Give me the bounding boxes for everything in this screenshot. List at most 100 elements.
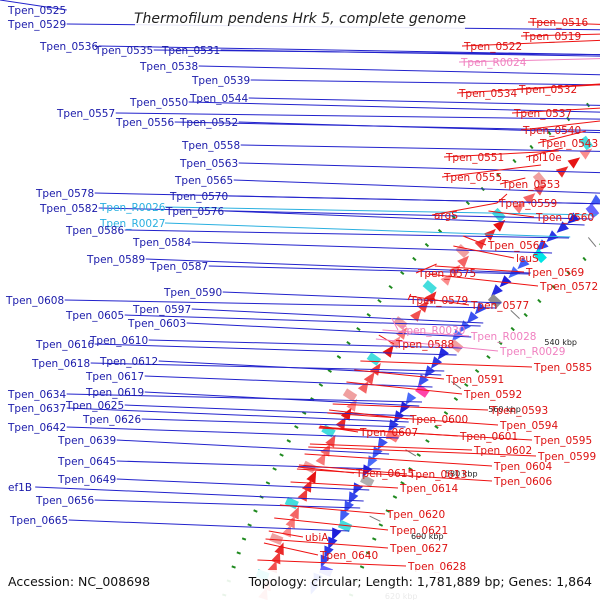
- leader-line: [511, 107, 600, 114]
- leader-line: [144, 375, 433, 388]
- leader-line: [257, 559, 407, 567]
- gene-label: Tpen_0616: [35, 339, 94, 351]
- reverse-feature-arrow: [306, 470, 317, 484]
- gene-label: Tpen_0615: [355, 468, 414, 480]
- gene-label: Tpen_0599: [537, 451, 596, 463]
- leader-line: [360, 360, 533, 368]
- gene-label: Tpen_0572: [539, 281, 598, 293]
- forward-feature-arrow: [417, 374, 429, 387]
- gene-label: Tpen_0589: [86, 254, 145, 266]
- reverse-feature-arrow: [320, 443, 331, 457]
- reverse-feature-box: [579, 135, 593, 151]
- gene-label: Tpen_0605: [65, 310, 124, 322]
- gene-label: Tpen_0592: [463, 389, 522, 401]
- gene-label: Tpen_0608: [5, 295, 64, 307]
- leader-line: [520, 33, 600, 37]
- leader-line: [391, 317, 399, 331]
- reverse-feature-arrow: [579, 148, 593, 160]
- leader-line: [268, 530, 304, 538]
- leader-line: [68, 519, 350, 532]
- forward-feature-box: [385, 429, 401, 443]
- gene-label: Tpen_0612: [99, 356, 158, 368]
- reverse-feature-arrow: [389, 336, 401, 349]
- position-tick: [359, 565, 365, 569]
- forward-feature-arrow: [517, 257, 530, 270]
- gene-label: Tpen_0618: [31, 358, 90, 370]
- reverse-feature-arrow: [512, 202, 526, 214]
- position-tick: [231, 565, 236, 569]
- leader-line: [94, 499, 361, 509]
- scale-label: 540 kbp: [544, 338, 577, 347]
- leader-line: [35, 486, 364, 502]
- gene-label: Tpen_0597: [132, 304, 191, 316]
- leader-line: [409, 295, 470, 306]
- position-tick: [512, 158, 517, 164]
- forward-feature-arrow: [459, 320, 471, 333]
- leader-line: [382, 329, 470, 337]
- forward-feature-arrow: [340, 509, 350, 523]
- position-tick: [510, 326, 515, 332]
- leader-line: [375, 338, 499, 352]
- position-tick: [434, 425, 439, 429]
- leader-line: [198, 65, 600, 76]
- gene-label: Tpen_0577: [470, 300, 529, 312]
- scale-tick: [369, 515, 381, 522]
- forward-feature-arrow: [344, 500, 354, 514]
- gene-label: Tpen_0588: [395, 339, 454, 351]
- leader-line: [520, 120, 600, 131]
- leader-line: [434, 265, 525, 273]
- gene-label: Tpen_0603: [127, 318, 186, 330]
- forward-feature-arrow: [589, 194, 600, 206]
- position-tick: [443, 411, 449, 415]
- reverse-feature-arrow: [274, 542, 284, 556]
- gene-label: Tpen_0551: [445, 152, 504, 164]
- gene-label: ef1B: [8, 482, 32, 494]
- gene-label: Tpen_0582: [39, 203, 98, 215]
- position-tick: [464, 382, 469, 388]
- gene-label: Tpen_0519: [522, 31, 581, 43]
- forward-feature-box: [448, 339, 464, 353]
- leader-line: [66, 393, 422, 403]
- position-tick: [566, 270, 571, 276]
- position-tick: [294, 425, 299, 429]
- reverse-feature-box: [491, 207, 506, 223]
- leader-line: [174, 121, 600, 132]
- reverse-feature-arrow: [483, 228, 496, 241]
- leader-line: [145, 258, 531, 274]
- accession-text: Accession: NC_008698: [8, 574, 150, 589]
- leader-line: [298, 464, 408, 475]
- position-tick: [486, 354, 491, 360]
- gene-label: Tpen_0550: [129, 97, 188, 109]
- leader-line: [238, 121, 600, 134]
- forward-feature-box: [360, 474, 375, 488]
- forward-feature-arrow: [556, 221, 569, 233]
- forward-feature-arrow: [437, 347, 449, 360]
- forward-feature-arrow: [388, 419, 399, 433]
- forward-feature-box: [487, 293, 503, 309]
- gene-label: Tpen_0534: [458, 88, 517, 100]
- leader-line: [238, 162, 600, 174]
- leader-line: [116, 460, 381, 470]
- position-tick: [385, 509, 390, 513]
- position-tick: [247, 523, 252, 527]
- gene-label: Tpen_0634: [7, 389, 66, 401]
- leader-line: [516, 83, 600, 90]
- reverse-feature-arrow: [315, 452, 326, 466]
- gene-label: rpl10e: [528, 152, 562, 164]
- gene-label: Tpen_0560: [535, 212, 594, 224]
- leader-line: [431, 202, 498, 216]
- leader-line: [427, 273, 539, 287]
- leader-line: [66, 407, 409, 423]
- gene-label: Tpen_0525: [7, 5, 66, 17]
- position-tick: [318, 383, 324, 387]
- gene-label: Tpen_0602: [473, 445, 532, 457]
- reverse-feature-arrow: [567, 157, 581, 169]
- forward-feature-arrow: [320, 554, 330, 568]
- position-tick: [537, 298, 542, 304]
- gene-label: Tpen_0539: [191, 75, 250, 87]
- forward-feature-arrow: [377, 437, 388, 451]
- position-tick: [496, 172, 501, 178]
- leader-line: [224, 210, 585, 226]
- leader-line: [527, 21, 600, 25]
- gene-label: Tpen_0607: [359, 427, 418, 439]
